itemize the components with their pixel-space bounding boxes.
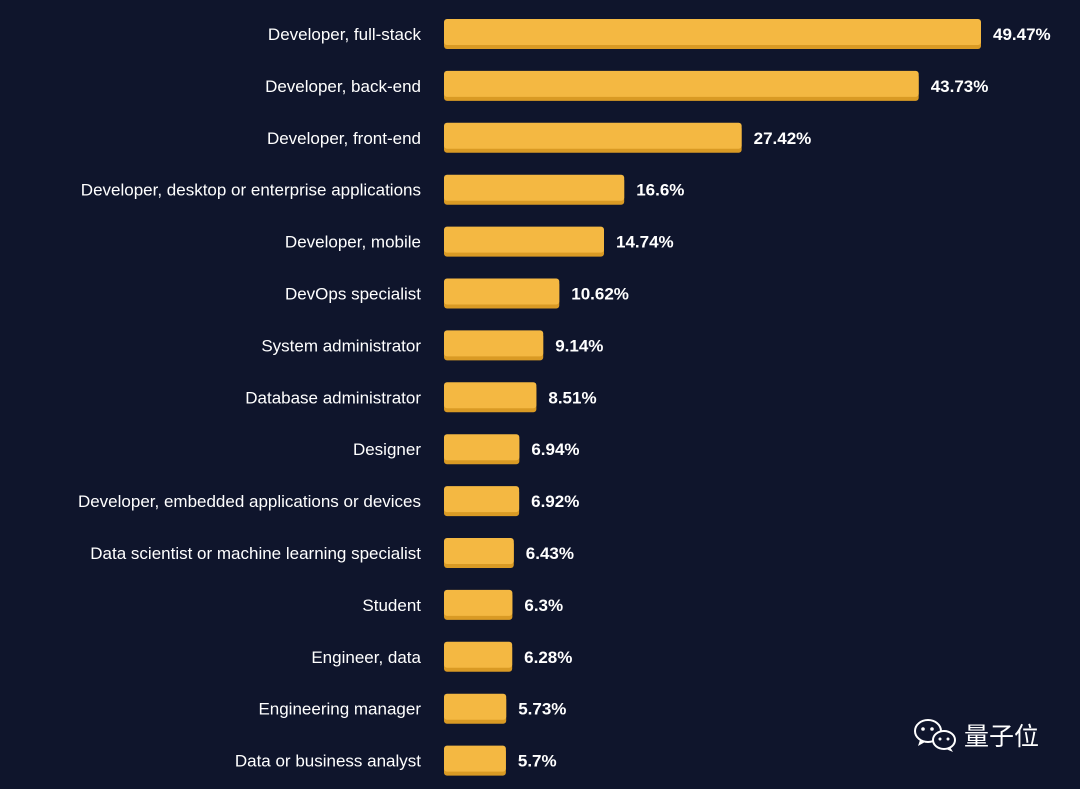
value-label: 8.51% xyxy=(548,388,596,407)
bar xyxy=(444,278,560,305)
value-label: 5.7% xyxy=(518,752,557,771)
category-label: Student xyxy=(362,596,421,615)
value-label: 27.42% xyxy=(754,129,812,148)
value-label: 6.94% xyxy=(531,440,579,459)
bar xyxy=(444,382,537,409)
category-label: Database administrator xyxy=(245,388,421,407)
value-label: 43.73% xyxy=(931,77,989,96)
category-label: DevOps specialist xyxy=(285,285,421,304)
bar xyxy=(444,486,520,513)
category-label: Developer, embedded applications or devi… xyxy=(78,492,421,511)
bar xyxy=(444,174,625,201)
wechat-icon xyxy=(914,719,956,752)
watermark: 量子位 xyxy=(914,719,1039,752)
bars-layer: Developer, full-stack 49.47% Developer, ba… xyxy=(78,19,1051,776)
category-label: Designer xyxy=(353,440,421,459)
bar xyxy=(444,745,506,772)
value-label: 14.74% xyxy=(616,233,674,252)
value-label: 6.92% xyxy=(531,492,579,511)
category-label: Data or business analyst xyxy=(235,752,421,771)
value-label: 5.73% xyxy=(518,700,566,719)
bar xyxy=(444,70,919,97)
category-label: Developer, back-end xyxy=(265,77,421,96)
bar xyxy=(444,226,605,253)
bar xyxy=(444,122,742,149)
value-label: 6.28% xyxy=(524,648,572,667)
category-label: Developer, mobile xyxy=(285,233,421,252)
bar xyxy=(444,330,544,357)
value-label: 6.3% xyxy=(524,596,563,615)
bar xyxy=(444,641,513,668)
category-label: System administrator xyxy=(261,336,421,355)
category-label: Developer, front-end xyxy=(267,129,421,148)
category-label: Developer, full-stack xyxy=(268,25,422,44)
category-label: Engineering manager xyxy=(258,700,421,719)
watermark-text: 量子位 xyxy=(964,722,1039,751)
value-label: 16.6% xyxy=(636,181,684,200)
value-label: 6.43% xyxy=(526,544,574,563)
bar xyxy=(444,434,520,461)
value-label: 49.47% xyxy=(993,25,1051,44)
category-label: Engineer, data xyxy=(311,648,421,667)
bar xyxy=(444,693,507,720)
bar xyxy=(444,538,514,564)
bar xyxy=(444,589,513,616)
value-label: 10.62% xyxy=(571,285,629,304)
bar xyxy=(444,19,981,45)
value-label: 9.14% xyxy=(555,336,603,355)
category-label: Developer, desktop or enterprise applica… xyxy=(81,181,421,200)
category-label: Data scientist or machine learning speci… xyxy=(90,544,421,563)
